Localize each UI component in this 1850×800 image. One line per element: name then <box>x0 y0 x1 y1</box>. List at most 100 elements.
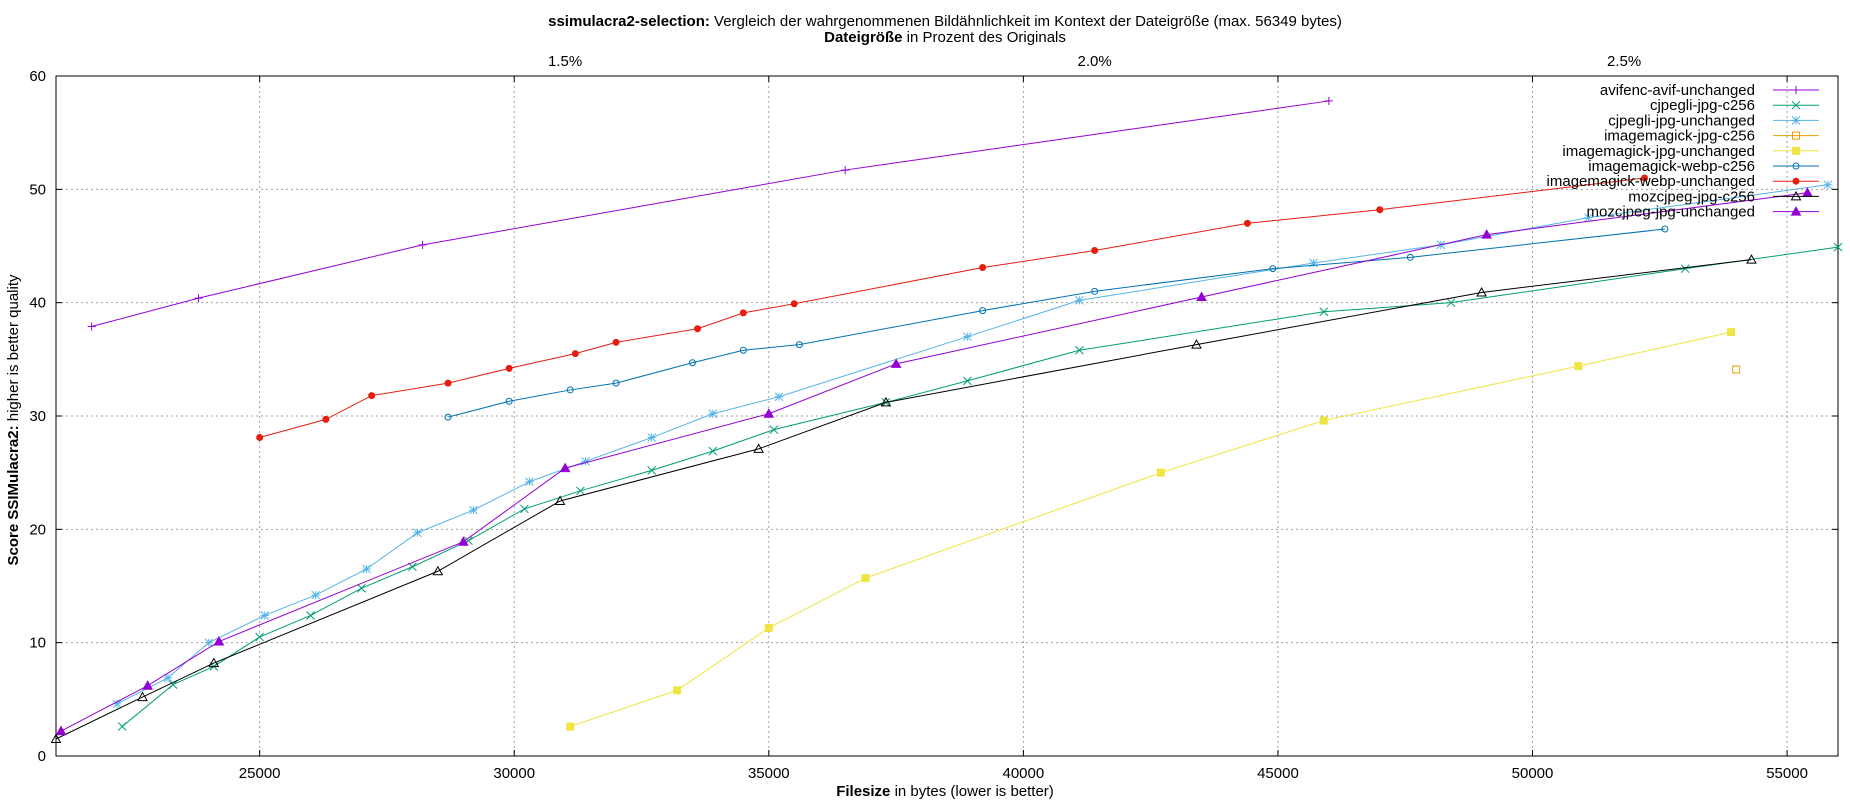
triangle-marker-shape <box>213 636 225 646</box>
circle-marker-shape <box>571 350 579 358</box>
data-point <box>1833 242 1843 252</box>
triangle-marker-shape <box>1191 339 1202 349</box>
triangle-marker-shape <box>1790 190 1802 201</box>
circle-marker-shape <box>505 397 513 405</box>
data-point <box>469 505 478 515</box>
circle-marker-shape <box>694 325 702 333</box>
data-point <box>612 338 620 346</box>
legend-label: mozcjpeg-jpg-unchanged <box>1587 204 1755 221</box>
x-marker-shape <box>1319 307 1329 317</box>
triangle-marker-shape <box>457 536 469 546</box>
data-point <box>194 294 203 303</box>
x-marker-shape <box>1446 298 1456 308</box>
series-cjpegli-jpg-unchanged <box>112 180 1833 709</box>
data-point <box>1319 416 1328 425</box>
star-marker-shape <box>362 564 371 574</box>
data-point <box>1746 254 1757 264</box>
chart-subtitle-bold: Dateigröße <box>824 29 902 46</box>
data-point <box>142 680 154 690</box>
series-line <box>259 177 1645 439</box>
data-point <box>774 392 784 402</box>
x-marker-shape <box>708 446 718 456</box>
series-line <box>91 100 1329 327</box>
square-marker-shape <box>1792 146 1800 155</box>
series-mozcjpeg-jpg-unchanged <box>55 187 1813 736</box>
circle-marker-shape <box>1792 177 1800 185</box>
data-point <box>525 477 534 487</box>
y-axis-label-bold: Score SSIMulacra2: <box>5 425 22 565</box>
y-tick-label: 30 <box>29 408 46 425</box>
circle-marker-shape <box>566 386 574 394</box>
square-marker-shape <box>1156 468 1165 477</box>
circle-marker-shape <box>1661 225 1669 233</box>
data-point <box>673 686 682 695</box>
plus-marker-shape <box>1324 96 1333 105</box>
chart-title: ssimulacra2-selection: Vergleich der wah… <box>548 13 1342 30</box>
legend-entry: cjpegli-jpg-unchanged <box>1608 112 1819 129</box>
data-point <box>418 240 427 249</box>
data-point <box>1196 291 1207 301</box>
star-marker-shape <box>647 433 657 442</box>
star-marker-shape <box>1584 213 1593 223</box>
circle-marker-shape <box>505 364 513 372</box>
data-point <box>1727 328 1736 337</box>
data-point <box>112 699 122 709</box>
circle-marker-shape <box>368 392 376 400</box>
data-point <box>1446 298 1456 308</box>
x-axis-label: Filesize in bytes (lower is better) <box>836 783 1054 800</box>
data-point <box>1156 468 1165 477</box>
square-marker-shape <box>673 686 682 695</box>
triangle-marker-shape <box>890 358 902 368</box>
data-point <box>566 386 574 394</box>
series-group <box>50 96 1843 743</box>
legend-entry: imagemagick-webp-unchanged <box>1547 173 1819 190</box>
x-axis-label-bold: Filesize <box>836 783 890 800</box>
star-marker-shape <box>1309 258 1318 268</box>
square-marker-shape <box>1732 365 1741 374</box>
axes: 25000 30000 35000 40000 45000 50000 55000 0 10 20… <box>29 53 1839 782</box>
data-point <box>647 466 657 475</box>
data-point <box>1823 180 1833 190</box>
data-point <box>979 264 987 272</box>
data-point <box>1191 339 1202 349</box>
data-point <box>1680 264 1690 274</box>
circle-marker-shape <box>612 338 620 346</box>
legend-swatch-marker <box>1792 131 1800 140</box>
data-point <box>890 358 902 368</box>
plus-marker-shape <box>87 322 96 331</box>
x-marker-shape <box>1791 100 1801 110</box>
circle-marker-shape <box>979 307 987 315</box>
x-marker-shape <box>1680 264 1690 274</box>
series-imagemagick-jpg-c256 <box>1732 365 1741 374</box>
circle-marker-shape <box>1243 219 1251 227</box>
series-line <box>121 246 1839 727</box>
data-point <box>1243 219 1251 227</box>
x-tick-label: 35000 <box>748 765 790 782</box>
legend-swatch-marker <box>1791 116 1801 125</box>
triangle-marker-shape <box>432 565 444 576</box>
chart-title-bold: ssimulacra2-selection: <box>548 13 710 30</box>
triangle-marker-shape <box>559 462 571 473</box>
data-point <box>117 722 127 731</box>
star-marker-shape <box>774 392 784 402</box>
data-point <box>137 691 148 702</box>
series-imagemagick-jpg-unchanged <box>566 328 1736 731</box>
legend-swatch-marker <box>1792 177 1800 185</box>
legend-label: cjpegli-jpg-unchanged <box>1608 112 1755 129</box>
triangle-marker-shape <box>50 733 62 743</box>
legend: avifenc-avif-unchangedcjpegli-jpg-c256cj… <box>1547 82 1819 221</box>
data-point <box>368 392 376 400</box>
triangle-marker-shape <box>763 408 775 418</box>
data-point <box>413 528 422 538</box>
data-point <box>444 379 452 387</box>
star-marker-shape <box>311 590 321 600</box>
data-point <box>1661 225 1669 233</box>
square-marker-shape <box>1727 328 1736 337</box>
data-point <box>576 486 585 496</box>
circle-marker-shape <box>795 341 803 349</box>
circle-marker-shape <box>612 379 620 387</box>
data-point <box>612 379 620 387</box>
star-marker-shape <box>204 638 214 648</box>
data-point <box>694 325 702 333</box>
x-marker-shape <box>117 722 127 731</box>
